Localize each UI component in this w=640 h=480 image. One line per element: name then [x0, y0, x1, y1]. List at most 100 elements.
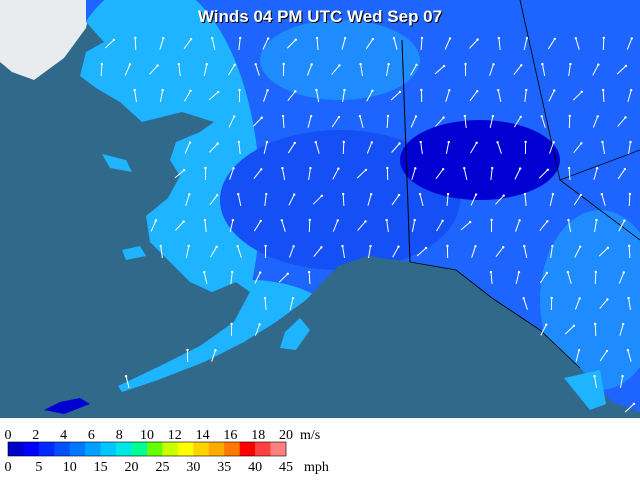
wind-arrow — [264, 297, 267, 311]
wind-arrow — [435, 168, 444, 180]
wind-arrow — [204, 219, 207, 233]
wind-arrow-head — [337, 167, 340, 170]
wind-arrow-head — [525, 36, 529, 40]
wind-arrow — [159, 38, 164, 50]
wind-arrow — [392, 246, 399, 258]
wind-arrow-head — [371, 37, 375, 41]
wind-arrow-head — [567, 218, 570, 222]
wind-arrow — [278, 273, 289, 283]
wind-arrow-head — [567, 166, 571, 170]
wind-arrow — [618, 220, 625, 232]
wind-arrow-head — [550, 296, 553, 300]
shade-mid — [220, 130, 460, 270]
wind-arrow — [308, 167, 311, 181]
wind-arrow-head — [343, 88, 346, 92]
wind-arrow — [489, 64, 494, 76]
wind-arrow — [497, 142, 502, 154]
wind-arrow — [495, 195, 505, 205]
wind-arrow-head — [606, 298, 609, 301]
wind-arrow-head — [572, 324, 576, 328]
wind-arrow-head — [112, 38, 116, 42]
wind-arrow-head — [266, 89, 269, 92]
wind-arrow-head — [420, 88, 423, 92]
wind-arrow-head — [568, 114, 571, 118]
wind-arrow — [210, 246, 218, 258]
wind-arrow — [573, 143, 582, 153]
legend-swatch — [100, 442, 117, 456]
wind-arrow — [497, 90, 502, 102]
wind-arrow-head — [263, 296, 267, 300]
wind-arrow-head — [260, 168, 263, 171]
wind-arrow — [575, 350, 580, 362]
wind-arrow-head — [259, 219, 262, 223]
wind-arrow-head — [364, 220, 367, 223]
wind-arrow — [444, 38, 451, 50]
wind-arrow-head — [216, 142, 219, 145]
wind-arrow — [316, 37, 319, 51]
legend-swatch — [162, 442, 179, 456]
wind-arrow-head — [442, 64, 446, 68]
wind-arrow-head — [419, 140, 422, 144]
wind-arrow-head — [293, 193, 296, 196]
wind-arrow — [134, 89, 137, 103]
wind-arrow-head — [189, 37, 193, 41]
wind-arrow-head — [566, 271, 570, 274]
wind-arrow-head — [291, 296, 295, 300]
wind-arrow — [628, 141, 632, 155]
wind-arrow — [286, 39, 297, 49]
wind-arrow-head — [602, 36, 605, 40]
wind-arrow — [104, 39, 115, 49]
legend-swatch — [85, 442, 101, 456]
wind-arrow — [617, 168, 626, 180]
wind-arrow — [209, 143, 219, 153]
wind-arrow — [574, 246, 581, 258]
wind-arrow — [124, 64, 131, 76]
wind-arrow-head — [231, 270, 234, 274]
wind-arrow-head — [475, 89, 479, 93]
wind-arrow — [342, 193, 345, 207]
wind-arrow — [490, 271, 493, 285]
wind-arrow-head — [601, 88, 605, 92]
wind-arrow-head — [632, 402, 636, 406]
wind-arrow — [332, 220, 339, 232]
wind-arrow — [599, 299, 608, 309]
wind-arrow-head — [294, 38, 297, 41]
wind-arrow-head — [370, 141, 373, 144]
wind-arrow — [434, 65, 445, 75]
ms-tick-label: 4 — [60, 428, 67, 443]
wind-arrow — [446, 193, 449, 207]
wind-arrow-head — [309, 166, 312, 170]
wind-arrow-head — [622, 323, 625, 326]
wind-arrow — [342, 141, 345, 155]
wind-arrow-head — [490, 218, 493, 222]
wind-arrow — [208, 91, 219, 101]
wind-arrow — [573, 194, 582, 206]
wind-arrow-head — [187, 244, 190, 248]
wind-arrow-head — [595, 218, 598, 222]
mph-unit: mph — [304, 460, 329, 475]
wind-arrow — [332, 168, 339, 180]
wind-arrow-head — [364, 168, 368, 172]
wind-arrow — [315, 90, 320, 102]
wind-arrow-head — [233, 63, 236, 67]
wind-arrow-head — [397, 193, 401, 197]
wind-arrow-head — [238, 36, 242, 40]
wind-arrow — [469, 90, 478, 102]
wind-arrow-head — [540, 115, 543, 118]
wind-arrow — [289, 298, 294, 310]
wind-arrow — [445, 90, 450, 102]
wind-arrow-head — [210, 36, 214, 40]
wind-arrow-head — [204, 166, 207, 170]
wind-arrow-head — [315, 36, 319, 40]
wind-arrow-head — [281, 114, 285, 118]
wind-arrow-head — [232, 167, 235, 170]
wind-arrow — [547, 38, 556, 50]
wind-arrow-head — [286, 272, 290, 275]
wind-arrow-head — [258, 323, 261, 326]
legend: 0 2 4 6 8 10 12 14 16 18 20 0 5 10 15 20 25 30 35 40 45 m/s mp… — [5, 428, 329, 475]
wind-arrow-head — [551, 244, 554, 248]
wind-arrow-head — [292, 245, 295, 248]
wind-arrow-head — [265, 140, 269, 144]
wind-arrow-head — [420, 36, 424, 40]
